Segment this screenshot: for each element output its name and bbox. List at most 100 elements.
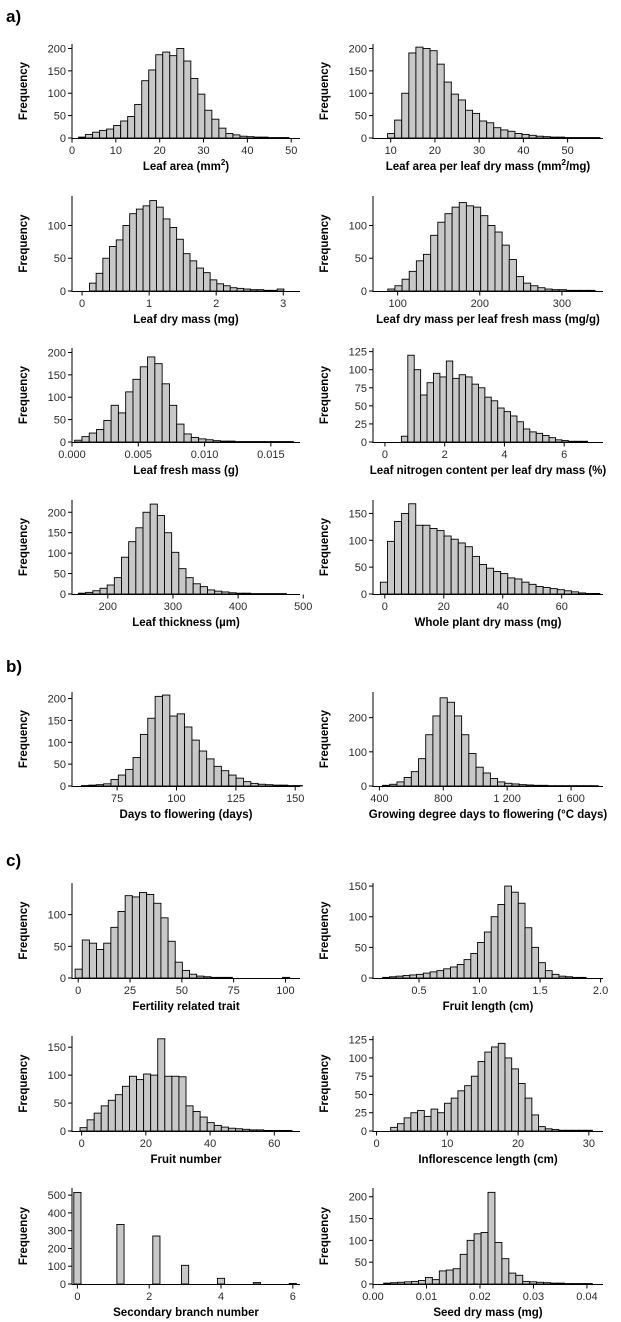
bar <box>515 1274 524 1285</box>
bar <box>243 781 252 787</box>
bar <box>394 521 403 595</box>
bar <box>235 777 244 787</box>
x-tick-label: 0 <box>382 601 388 613</box>
bar <box>192 1110 201 1132</box>
bar <box>389 783 398 787</box>
bar <box>544 288 553 292</box>
bar <box>538 1126 546 1132</box>
bar <box>493 127 502 139</box>
bar <box>403 1117 412 1132</box>
bar <box>501 1258 510 1285</box>
y-tick-label: 200 <box>349 43 367 55</box>
bar <box>571 1129 580 1132</box>
bar <box>206 1122 215 1132</box>
y-tick-label: 0 <box>361 589 367 601</box>
bar <box>116 1223 125 1285</box>
x-tick-label: 0.010 <box>191 449 219 461</box>
bar <box>528 583 537 595</box>
bar <box>423 253 432 292</box>
bar <box>176 48 185 139</box>
bar <box>85 133 94 139</box>
bar <box>544 1128 553 1132</box>
bar <box>85 591 94 595</box>
bar <box>220 1126 229 1132</box>
x-axis-title: Seed dry mass (mg) <box>433 1307 542 1319</box>
y-tick-label: 400 <box>48 1208 66 1220</box>
bar <box>142 205 151 292</box>
y-tick-label: 75 <box>355 1071 367 1083</box>
bar <box>433 372 441 443</box>
bar <box>471 383 479 443</box>
bar <box>387 133 396 139</box>
y-tick-label: 100 <box>48 737 66 749</box>
bar <box>401 92 410 139</box>
bar <box>494 231 503 292</box>
y-axis-title: Frequency <box>18 214 30 273</box>
bar <box>504 782 513 787</box>
y-tick-label: 0 <box>60 781 66 793</box>
bar <box>454 715 463 787</box>
y-tick-label: 50 <box>54 253 66 265</box>
bar <box>480 1232 489 1285</box>
bar <box>221 591 230 595</box>
bar <box>464 1085 472 1132</box>
bar <box>213 765 222 787</box>
bar <box>117 911 126 979</box>
bar <box>444 213 453 292</box>
bar <box>92 590 101 595</box>
bar <box>256 289 265 292</box>
bar <box>450 966 458 979</box>
x-tick-label: 0 <box>79 298 85 310</box>
bar <box>124 895 133 979</box>
bar <box>466 1239 475 1285</box>
bar <box>587 289 596 292</box>
bar <box>429 971 438 979</box>
bar <box>129 213 137 292</box>
x-tick-label: 1 200 <box>493 793 521 805</box>
bar <box>88 282 97 292</box>
bar <box>415 260 424 292</box>
y-tick-label: 0 <box>361 437 367 449</box>
bar <box>578 592 587 595</box>
y-tick-label: 75 <box>355 383 367 395</box>
bar <box>265 784 274 787</box>
x-tick-label: 200 <box>99 601 117 613</box>
y-tick-label: 125 <box>349 1035 367 1047</box>
bar <box>103 420 112 443</box>
y-axis-title: Frequency <box>18 365 30 424</box>
bar <box>106 128 115 139</box>
bar <box>153 902 162 979</box>
bar <box>411 1280 419 1285</box>
x-axis-title: Leaf fresh mass (g) <box>133 465 239 477</box>
bar <box>183 433 192 443</box>
bar <box>396 1123 405 1132</box>
bar <box>394 119 403 139</box>
bar <box>415 524 424 595</box>
bar <box>218 127 227 139</box>
bar <box>471 555 480 595</box>
bar <box>484 396 492 443</box>
bar <box>521 133 530 139</box>
bar <box>491 1046 499 1132</box>
bar <box>139 892 148 979</box>
bar <box>400 435 409 443</box>
bar <box>284 1129 293 1132</box>
bar <box>211 118 220 139</box>
bar <box>436 63 445 139</box>
bar <box>120 120 129 139</box>
bar <box>585 1129 593 1132</box>
bar <box>102 257 111 292</box>
bar <box>134 103 143 139</box>
bar <box>497 781 506 787</box>
x-tick-label: 40 <box>204 1138 216 1150</box>
x-tick-label: 0 <box>373 1138 379 1150</box>
x-tick-label: 30 <box>583 1138 595 1150</box>
bar <box>235 592 244 595</box>
bar <box>508 259 517 292</box>
bar <box>81 436 90 443</box>
x-tick-label: 75 <box>228 985 240 997</box>
bar <box>531 1114 540 1132</box>
bar <box>489 778 499 787</box>
bar <box>86 1119 95 1132</box>
bar <box>88 432 97 443</box>
